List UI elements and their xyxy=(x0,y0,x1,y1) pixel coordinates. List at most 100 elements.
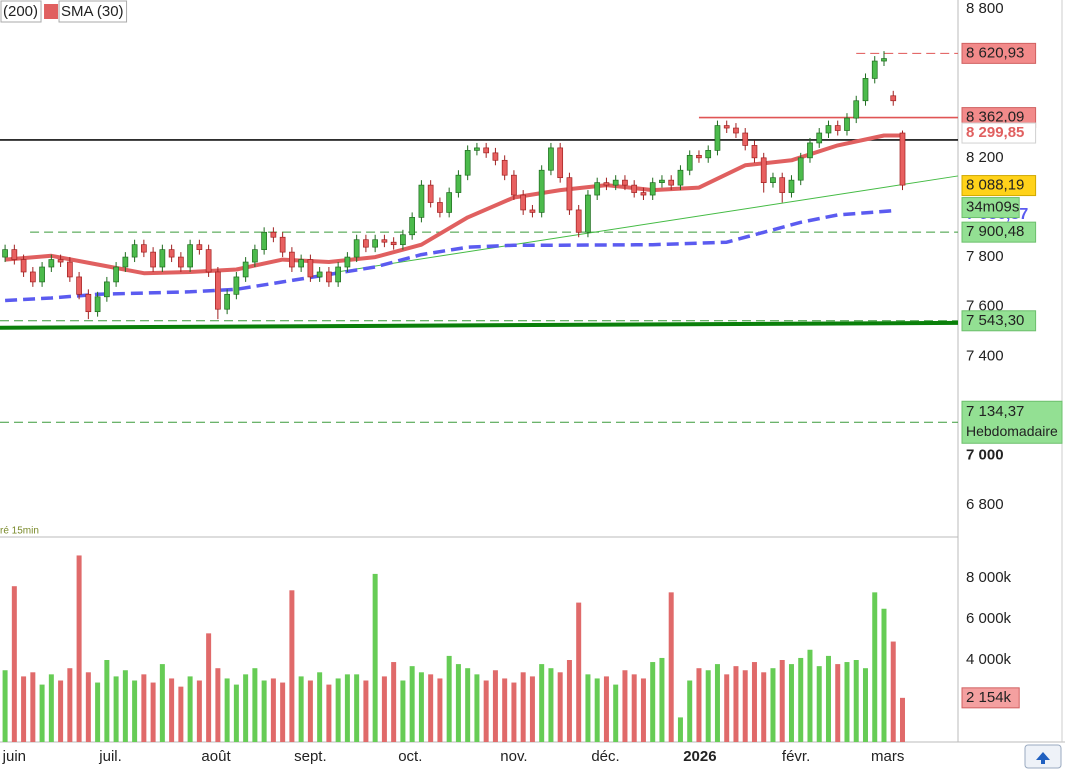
volume-bar xyxy=(659,657,665,742)
x-tick-label: juil. xyxy=(98,748,122,765)
candle-body xyxy=(640,192,647,196)
volume-bar xyxy=(58,680,64,742)
candle-body xyxy=(603,182,610,186)
candle-body xyxy=(261,231,267,250)
candle-body xyxy=(538,169,545,213)
volume-bar xyxy=(363,680,369,742)
level-label-box xyxy=(961,400,1063,444)
volume-bar xyxy=(668,592,674,742)
last-price: 8 088,19 xyxy=(966,177,1024,194)
candle-body xyxy=(501,159,508,176)
volume-bar xyxy=(705,670,711,742)
volume-bar xyxy=(122,670,128,742)
volume-bar xyxy=(141,674,147,742)
volume-bar xyxy=(354,674,360,742)
button-icon[interactable] xyxy=(1036,752,1050,764)
candle-body xyxy=(733,127,739,134)
candle-body xyxy=(742,132,749,146)
candle-body xyxy=(307,259,314,278)
candle-body xyxy=(279,236,286,253)
volume-last-label: 2 154k xyxy=(966,689,1012,706)
candle-body xyxy=(252,249,258,263)
volume-bar xyxy=(853,660,859,742)
candle-body xyxy=(557,147,564,179)
volume-bar xyxy=(557,672,563,742)
volume-bar xyxy=(252,668,258,742)
candle-body xyxy=(834,125,841,131)
candle-body xyxy=(779,177,786,193)
volume-bar xyxy=(640,678,646,742)
x-tick-label: oct. xyxy=(398,748,422,765)
volume-bar xyxy=(622,670,628,742)
candle-body xyxy=(668,179,675,186)
ma-last-label: 8 299,85 xyxy=(966,124,1024,141)
volume-bar xyxy=(196,680,202,742)
y-tick-label: 7 400 xyxy=(966,347,1004,364)
candle-body xyxy=(807,142,813,159)
candle-body xyxy=(862,78,869,102)
volume-bar xyxy=(890,641,896,742)
volume-bar xyxy=(862,668,868,742)
candle-body xyxy=(844,117,850,131)
candle-body xyxy=(612,179,619,186)
volume-bar xyxy=(520,672,526,742)
candle-body xyxy=(94,296,101,313)
volume-bar xyxy=(807,649,813,742)
candle-body xyxy=(427,184,434,203)
candle-body xyxy=(483,147,490,154)
volume-bar xyxy=(714,664,720,742)
volume-bar xyxy=(798,657,804,742)
volume-bar xyxy=(187,676,193,742)
candle-body xyxy=(141,244,147,253)
volume-bar xyxy=(372,573,378,742)
candle-body xyxy=(66,261,73,278)
candle-body xyxy=(631,184,638,193)
volume-bar xyxy=(677,717,683,742)
candle-body xyxy=(131,244,138,258)
candle-body xyxy=(381,239,388,243)
scroll-button[interactable] xyxy=(1024,744,1062,769)
volume-bar xyxy=(400,680,406,742)
candle-body xyxy=(677,169,684,186)
candle-body xyxy=(76,276,82,295)
volume-bar xyxy=(529,676,535,742)
volume-bar xyxy=(770,668,776,742)
volume-bar xyxy=(391,662,397,742)
candle-body xyxy=(797,157,804,181)
volume-bar xyxy=(409,666,415,742)
volume-bar xyxy=(261,680,267,742)
y-tick-label: 7 000 xyxy=(966,447,1004,464)
candle-body xyxy=(29,271,36,283)
candle-body xyxy=(899,132,906,186)
candle-body xyxy=(409,217,416,236)
volume-bar xyxy=(594,678,600,742)
level-note: Hebdomadaire xyxy=(966,423,1058,439)
y-tick-label: 8 200 xyxy=(966,149,1004,166)
candle-body xyxy=(705,150,712,159)
candle-body xyxy=(196,244,203,250)
candle-body xyxy=(881,58,887,62)
candle-body xyxy=(122,256,129,268)
volume-bar xyxy=(76,555,82,742)
volume-bar xyxy=(483,680,489,742)
candle-body xyxy=(2,249,8,258)
level-label-box xyxy=(961,42,1037,64)
volume-bar xyxy=(687,680,693,742)
candle-body xyxy=(363,239,369,248)
volume-bar xyxy=(113,676,119,742)
candle-body xyxy=(520,194,527,211)
candle-body xyxy=(316,271,323,278)
volume-bar xyxy=(631,674,637,742)
candle-body xyxy=(696,154,702,159)
moving-average xyxy=(5,208,894,303)
candle-body xyxy=(816,132,823,144)
candle-body xyxy=(390,241,397,246)
trendline xyxy=(0,320,959,330)
candle-body xyxy=(298,259,304,268)
volume-bar xyxy=(418,672,424,742)
moving-average xyxy=(4,133,903,276)
candle-body xyxy=(48,259,55,268)
volume-bar xyxy=(159,664,165,742)
volume-bar xyxy=(169,678,175,742)
